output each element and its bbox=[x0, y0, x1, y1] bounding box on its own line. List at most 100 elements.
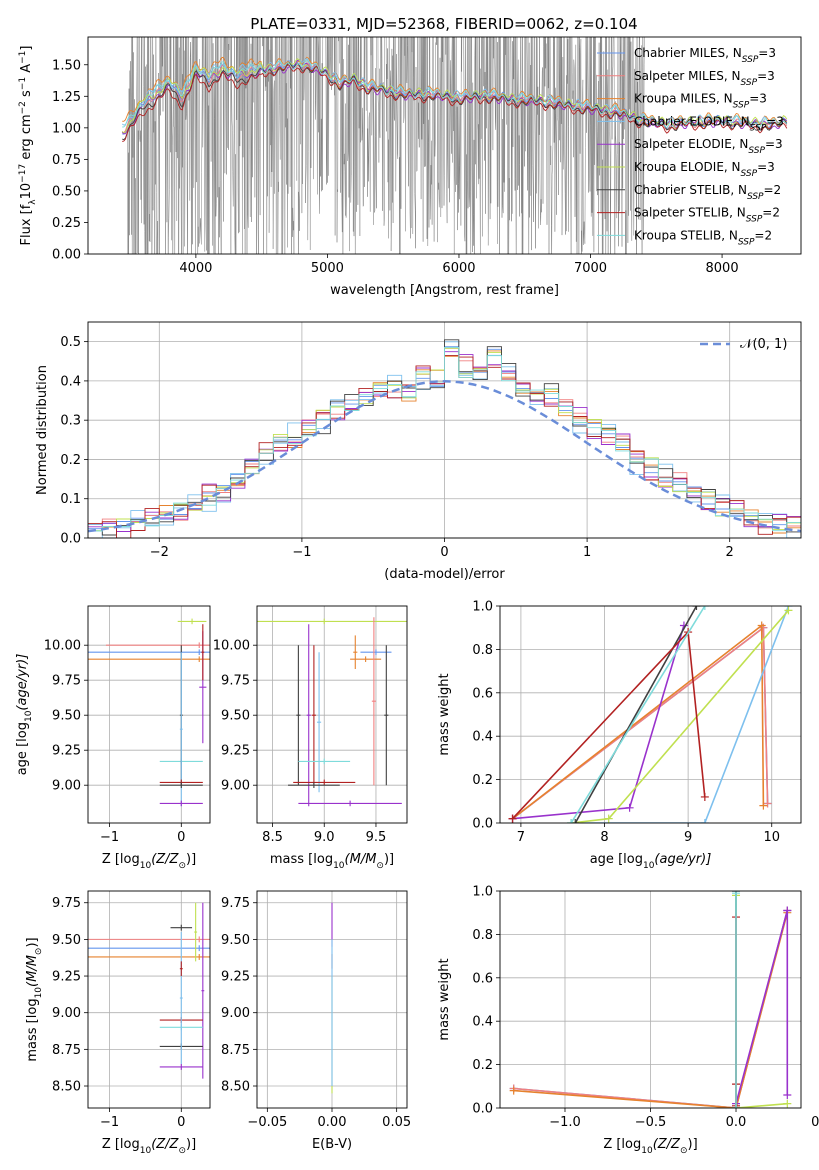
x-tick-label: −1 bbox=[292, 545, 311, 560]
y-axis-label-part: ] bbox=[19, 46, 34, 51]
legend-label-4: Salpeter ELODIE, NSSP=3 bbox=[634, 137, 783, 156]
weight-marker-2-2 bbox=[759, 801, 768, 810]
y-tick-label: 0.75 bbox=[52, 153, 81, 168]
y-axis-label: mass [log10(M/M⊙)] bbox=[25, 937, 44, 1061]
x-axis-label: Z [log10(Z/Z⊙)] bbox=[603, 1137, 697, 1156]
x-axis-label-part: ⊙ bbox=[376, 861, 384, 871]
y-tick-label: 8.50 bbox=[52, 1080, 81, 1095]
x-tick-label: −1 bbox=[100, 1115, 119, 1130]
y-tick-label: 0.3 bbox=[60, 414, 81, 429]
y-axis-label: Flux [fλ10−17 erg cm−2 s−1 A−1] bbox=[18, 46, 38, 246]
legend-label-2-part: SSP bbox=[733, 101, 750, 111]
legend-label-0: Chabrier MILES, NSSP=3 bbox=[634, 46, 776, 65]
weight-marker-2-1 bbox=[757, 621, 766, 630]
y-tick-label: 0.50 bbox=[52, 184, 81, 199]
y-tick-label: 0.25 bbox=[52, 216, 81, 231]
legend-label-3-part: Chabrier ELODIE, N bbox=[634, 114, 750, 128]
weight-marker-6-0 bbox=[571, 819, 580, 823]
x-axis-label-part: ⊙ bbox=[178, 1146, 186, 1156]
x-tick-label: 4000 bbox=[179, 261, 212, 276]
y-axis-label-part: −1 bbox=[18, 51, 28, 64]
chart-weight-vs-Z: −1.0 −0.5 0.0 0.5 0.0 0.2 0.4 0.6 0.8 1.0 Z [log10… bbox=[437, 885, 819, 1157]
x-tick-label: 9.5 bbox=[366, 830, 387, 845]
x-axis-label-part: (Z/Z bbox=[151, 852, 179, 867]
legend-label-5-part: SSP bbox=[741, 169, 758, 179]
legend-gaussian-label: 𝒩(0, 1) bbox=[740, 337, 787, 352]
y-axis-label-part: 10 bbox=[24, 710, 34, 722]
model-line-5 bbox=[121, 58, 788, 134]
y-tick-label: 9.75 bbox=[221, 896, 250, 911]
x-axis-label: Z [log10(Z/Z⊙)] bbox=[102, 1137, 196, 1156]
x-tick-label: 0 bbox=[177, 1115, 185, 1130]
y-axis-label-part: mass [log bbox=[25, 998, 40, 1061]
weight-marker-7-0 bbox=[508, 814, 517, 823]
weight-marker-8-0 bbox=[732, 1104, 741, 1108]
x-axis-label-part: mass [log bbox=[270, 852, 333, 867]
y-axis-label-part: erg cm bbox=[19, 114, 34, 163]
y-tick-label: 0.4 bbox=[472, 1015, 493, 1030]
x-tick-label: 5000 bbox=[311, 261, 344, 276]
y-tick-label: 9.00 bbox=[221, 779, 250, 794]
legend-label-3: Chabrier ELODIE, NSSP=3 bbox=[634, 114, 784, 133]
legend-label-6: Chabrier STELIB, NSSP=2 bbox=[634, 183, 781, 202]
y-axis-label: mass weight bbox=[437, 673, 452, 755]
weight-line-4 bbox=[735, 910, 789, 1104]
y-tick-label: 0.2 bbox=[60, 453, 81, 468]
x-tick-label: 2 bbox=[726, 545, 734, 560]
x-axis-label-part: ⊙ bbox=[680, 1146, 688, 1156]
weight-line-3 bbox=[571, 606, 790, 823]
chart-mass-vs-Z: −1 08.508.759.009.259.509.75Z [log10(Z/Z⊙… bbox=[25, 890, 211, 1156]
y-axis-label-part: ⊙ bbox=[34, 948, 44, 956]
legend-label-2-part: Kroupa MILES, N bbox=[634, 92, 733, 106]
legend-label-8-part: =2 bbox=[754, 228, 772, 242]
weight-marker-4-1 bbox=[783, 906, 792, 915]
x-tick-label: 8000 bbox=[706, 261, 739, 276]
x-tick-label: −1.0 bbox=[549, 1115, 581, 1130]
x-tick-label: −2 bbox=[150, 545, 169, 560]
y-tick-label: 9.00 bbox=[52, 779, 81, 794]
x-axis-label-part: 10 bbox=[643, 861, 655, 871]
x-tick-label: 0.05 bbox=[382, 1115, 411, 1130]
y-tick-label: 8.75 bbox=[221, 1043, 250, 1058]
y-axis-label-part: age [log bbox=[15, 722, 30, 775]
x-axis-label-part: 10 bbox=[140, 1146, 152, 1156]
histogram-step-8 bbox=[88, 346, 801, 532]
spectrum-plot-area bbox=[121, 37, 788, 254]
x-axis-label: Z [log10(Z/Z⊙)] bbox=[102, 852, 196, 871]
weight-marker-5-1 bbox=[604, 814, 613, 823]
x-tick-label: 7 bbox=[517, 830, 525, 845]
y-tick-label: 0.2 bbox=[472, 1058, 493, 1073]
legend-label-8: Kroupa STELIB, NSSP=2 bbox=[634, 228, 772, 247]
model-line-4 bbox=[121, 59, 788, 135]
axes-frame bbox=[87, 36, 802, 255]
y-tick-label: 0.0 bbox=[60, 532, 81, 547]
y-tick-label: 1.50 bbox=[52, 58, 81, 73]
x-tick-label: 1 bbox=[583, 545, 591, 560]
chart-residuals: −2 −1 0 1 2 0.0 0.1 0.2 0.3 0.4 0.5 (data-model)/er… bbox=[35, 321, 802, 582]
model-line-7 bbox=[122, 64, 788, 142]
residuals-plot-area bbox=[88, 339, 801, 538]
axes-frame bbox=[499, 890, 802, 1109]
x-axis-label: wavelength [Angstrom, rest frame] bbox=[330, 283, 559, 298]
x-axis-label-part: )] bbox=[186, 1137, 196, 1152]
x-axis-label-part: E(B-V) bbox=[312, 1137, 352, 1152]
y-tick-label: 0.6 bbox=[472, 686, 493, 701]
weight-marker-8-1 bbox=[732, 891, 741, 898]
x-tick-label: 10 bbox=[763, 830, 780, 845]
y-axis-label: age [log10(age/yr)] bbox=[15, 654, 34, 776]
legend-label-4-part: =3 bbox=[765, 137, 783, 151]
legend-label-1-part: Salpeter MILES, N bbox=[634, 69, 741, 83]
x-axis-label-part: (age/yr)] bbox=[654, 852, 711, 867]
y-axis-label-part: mass weight bbox=[437, 673, 452, 755]
age-vs-Z-plot-area bbox=[88, 618, 210, 807]
legend-label-8-part: Kroupa STELIB, N bbox=[634, 228, 738, 242]
x-axis-label-part: (Z/Z bbox=[653, 1137, 681, 1152]
weight-line-2 bbox=[512, 623, 765, 820]
y-tick-label: 0.4 bbox=[472, 730, 493, 745]
weight-marker-2-0 bbox=[509, 1086, 518, 1095]
y-tick-label: 9.25 bbox=[221, 970, 250, 985]
y-axis-label-part: mass weight bbox=[437, 958, 452, 1040]
weight-line-8 bbox=[570, 606, 706, 823]
legend-label-7-part: Salpeter STELIB, N bbox=[634, 206, 746, 220]
weight-marker-1-2 bbox=[763, 799, 772, 808]
